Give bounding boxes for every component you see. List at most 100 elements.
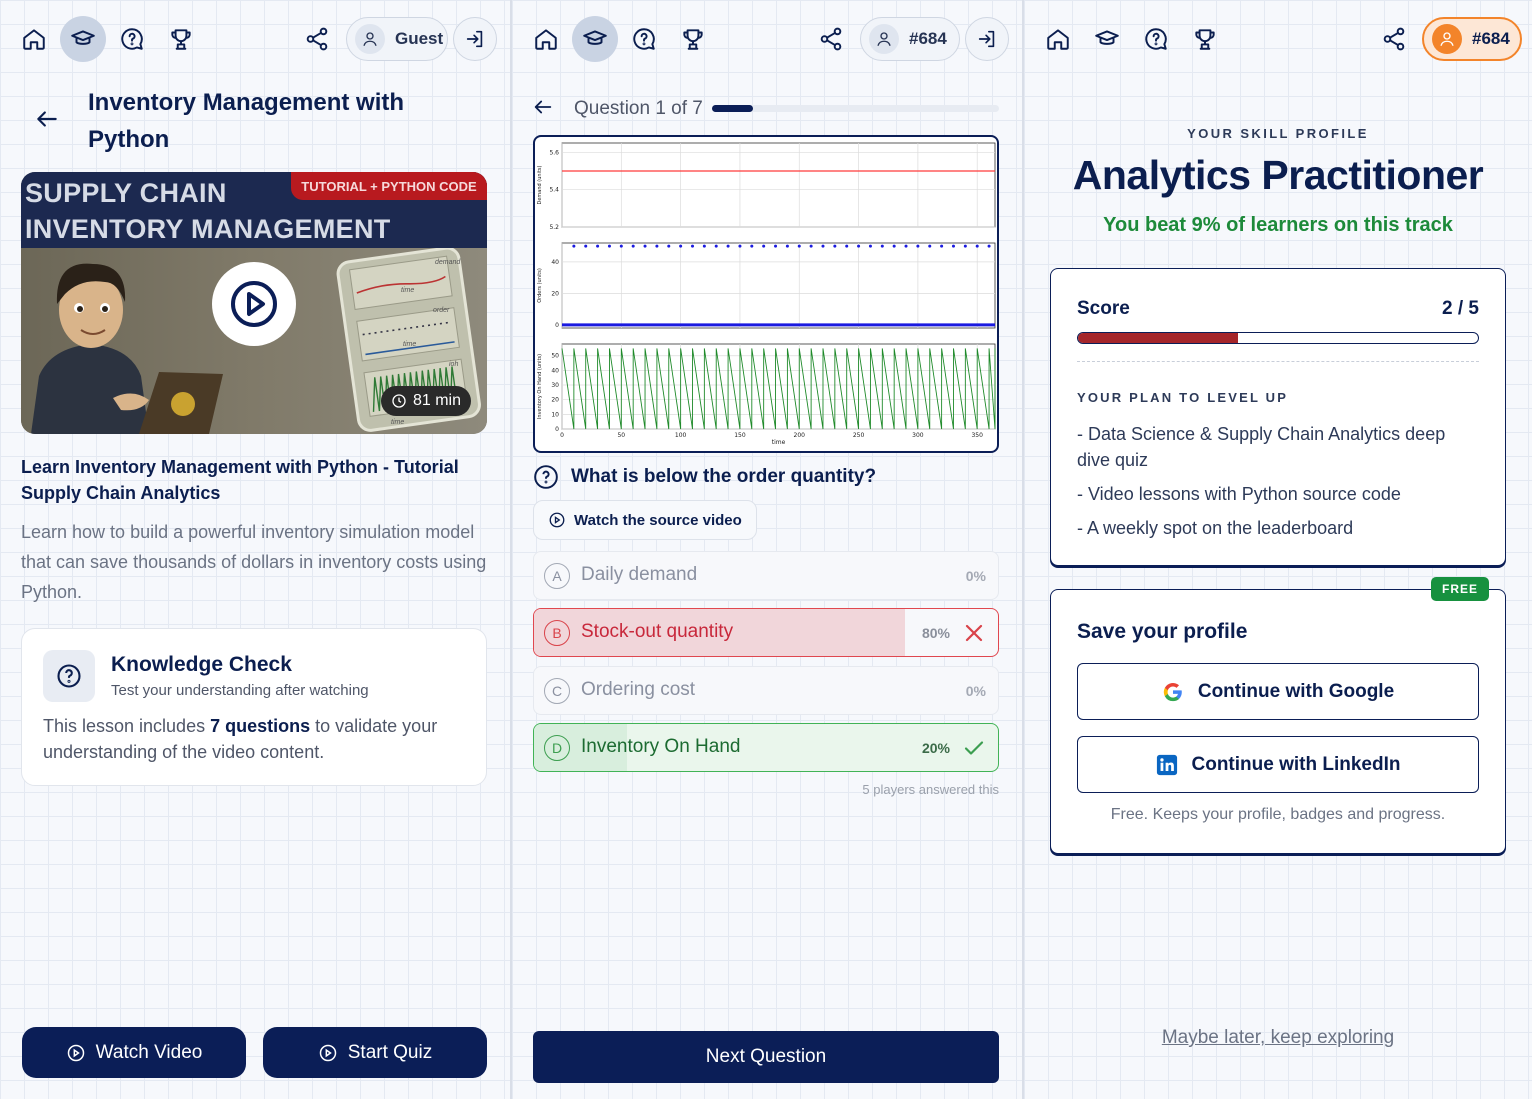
option-label: Ordering cost bbox=[581, 679, 696, 700]
chart-series-point bbox=[833, 244, 837, 248]
thumb-label-ioh: ioh bbox=[449, 361, 458, 368]
chart-x-tick-label: 100 bbox=[675, 432, 687, 439]
guest-profile-pill[interactable]: Guest bbox=[346, 17, 448, 61]
home-icon[interactable] bbox=[523, 16, 569, 62]
watch-video-label: Watch Video bbox=[95, 1041, 203, 1063]
next-question-label: Next Question bbox=[705, 1046, 827, 1067]
chart-series-point bbox=[785, 244, 789, 248]
question-progress-text: Question 1 of 7 bbox=[574, 98, 703, 119]
chart-y-tick-label: 40 bbox=[551, 367, 559, 374]
chart-series-point bbox=[987, 244, 991, 248]
share-icon[interactable] bbox=[294, 16, 340, 62]
chart-series-point bbox=[904, 244, 908, 248]
question-chart: 5.2 5.4 5.6 Demand (units) 0 20 40 Orders (unit… bbox=[533, 135, 999, 453]
maybe-later-link[interactable]: Maybe later, keep exploring bbox=[1161, 1027, 1395, 1048]
login-icon[interactable] bbox=[965, 17, 1009, 61]
score-card: Score 2 / 5 YOUR PLAN TO LEVEL UP - Data… bbox=[1050, 268, 1506, 566]
check-icon bbox=[964, 741, 984, 755]
thumb-label-time-1: time bbox=[401, 287, 414, 294]
question-text: What is below the order quantity? bbox=[571, 466, 877, 487]
inventory-chart: 5.2 5.4 5.6 Demand (units) 0 20 40 Orders (unit… bbox=[537, 142, 996, 446]
option-letter: C bbox=[544, 678, 570, 704]
chart-x-axis-label: time bbox=[772, 439, 786, 446]
chart-y-axis-label: Inventory On Hand (units) bbox=[537, 354, 543, 419]
answer-option-d[interactable]: D Inventory On Hand 20% bbox=[533, 723, 999, 772]
chart-series-point bbox=[880, 244, 884, 248]
play-circle-icon bbox=[67, 1044, 84, 1061]
graduation-cap-icon[interactable] bbox=[1084, 16, 1130, 62]
video-description: Learn how to build a powerful inventory … bbox=[21, 522, 487, 602]
top-nav: #684 bbox=[1024, 16, 1532, 64]
chart-y-tick-label: 20 bbox=[551, 290, 559, 297]
chat-question-icon[interactable] bbox=[621, 16, 667, 62]
graduation-cap-icon[interactable] bbox=[60, 16, 106, 62]
share-icon[interactable] bbox=[808, 16, 854, 62]
thumbnail-title-line2: INVENTORY MANAGEMENT bbox=[25, 214, 391, 244]
chart-y-tick-label: 50 bbox=[551, 353, 559, 360]
chart-series-point bbox=[667, 244, 671, 248]
answer-option-a[interactable]: A Daily demand 0% bbox=[533, 551, 999, 600]
back-arrow-icon[interactable] bbox=[34, 106, 64, 136]
thumbnail-title-line1: SUPPLY CHAIN bbox=[25, 178, 227, 208]
player-id: #684 bbox=[1472, 29, 1510, 48]
chart-series-point bbox=[631, 244, 635, 248]
answer-option-b[interactable]: B Stock-out quantity 80% bbox=[533, 608, 999, 657]
play-icon bbox=[231, 281, 277, 327]
graduation-cap-icon[interactable] bbox=[572, 16, 618, 62]
option-letter: D bbox=[544, 735, 570, 761]
chat-question-icon[interactable] bbox=[109, 16, 155, 62]
watch-source-video-button[interactable]: Watch the source video bbox=[533, 500, 757, 540]
trophy-icon[interactable] bbox=[1182, 16, 1228, 62]
clock-icon bbox=[392, 394, 406, 408]
continue-with-linkedin-button[interactable]: Continue with LinkedIn bbox=[1077, 736, 1479, 793]
linkedin-label: Continue with LinkedIn bbox=[1191, 753, 1401, 775]
play-circle-icon bbox=[319, 1044, 336, 1061]
question-circle-icon bbox=[43, 650, 95, 702]
video-title: Learn Inventory Management with Python -… bbox=[21, 457, 459, 503]
chart-series-point bbox=[596, 244, 600, 248]
thumb-label-order: order bbox=[433, 307, 450, 314]
answer-option-c[interactable]: C Ordering cost 0% bbox=[533, 666, 999, 715]
player-profile-pill[interactable]: #684 bbox=[860, 17, 960, 61]
share-icon[interactable] bbox=[1371, 16, 1417, 62]
quiz-panel: #684 Question 1 of 7 5.2 5.4 5.6 Demand (un… bbox=[512, 0, 1022, 1099]
plan-item: - Video lessons with Python source code bbox=[1077, 484, 1401, 504]
user-icon bbox=[1432, 24, 1462, 54]
chart-series-point bbox=[868, 244, 872, 248]
play-button[interactable] bbox=[212, 262, 296, 346]
chart-y-axis-label: Orders (units) bbox=[537, 268, 543, 303]
trophy-icon[interactable] bbox=[670, 16, 716, 62]
skill-profile-title: Analytics Practitioner bbox=[1072, 152, 1484, 198]
chart-y-tick-label: 5.2 bbox=[549, 224, 559, 231]
top-nav: Guest bbox=[0, 16, 510, 64]
chart-series-point bbox=[975, 244, 979, 248]
chart-y-tick-label: 40 bbox=[551, 259, 559, 266]
watch-video-button[interactable]: Watch Video bbox=[22, 1027, 246, 1078]
divider bbox=[1077, 361, 1479, 362]
plan-label: YOUR PLAN TO LEVEL UP bbox=[1077, 390, 1289, 405]
chart-y-tick-label: 5.4 bbox=[549, 187, 559, 194]
continue-with-google-button[interactable]: Continue with Google bbox=[1077, 663, 1479, 720]
video-thumbnail[interactable]: SUPPLY CHAIN INVENTORY MANAGEMENT TUTORI… bbox=[21, 172, 487, 434]
chart-x-tick-label: 350 bbox=[971, 432, 983, 439]
thumb-label-time-3: time bbox=[391, 419, 404, 426]
back-arrow-icon[interactable] bbox=[532, 96, 562, 126]
trophy-icon[interactable] bbox=[158, 16, 204, 62]
chat-question-icon[interactable] bbox=[1133, 16, 1179, 62]
user-icon bbox=[869, 24, 899, 54]
question-row: What is below the order quantity? bbox=[533, 464, 876, 490]
save-profile-heading: Save your profile bbox=[1077, 620, 1248, 643]
user-icon bbox=[355, 24, 385, 54]
plan-item: - A weekly spot on the leaderboard bbox=[1077, 518, 1354, 538]
chart-series-point bbox=[607, 244, 611, 248]
free-badge: FREE bbox=[1430, 577, 1489, 601]
chart-series-point bbox=[821, 244, 825, 248]
home-icon[interactable] bbox=[1035, 16, 1081, 62]
player-profile-pill[interactable]: #684 bbox=[1422, 17, 1522, 61]
start-quiz-button[interactable]: Start Quiz bbox=[263, 1027, 487, 1078]
home-icon[interactable] bbox=[11, 16, 57, 62]
login-icon[interactable] bbox=[453, 17, 497, 61]
chart-panel-frame bbox=[561, 242, 996, 329]
next-question-button[interactable]: Next Question bbox=[533, 1031, 999, 1083]
linkedin-icon bbox=[1156, 754, 1177, 775]
